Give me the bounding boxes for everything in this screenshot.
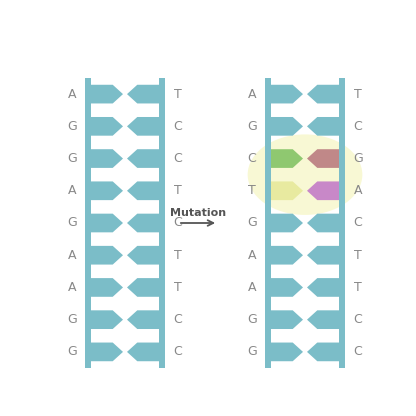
Polygon shape [127, 246, 159, 265]
Polygon shape [271, 342, 303, 361]
Text: C: C [173, 313, 182, 326]
Text: T: T [354, 249, 362, 262]
Text: T: T [354, 281, 362, 294]
Text: Mutation: Mutation [170, 208, 226, 218]
Bar [265, 78, 271, 368]
Text: C: C [354, 345, 362, 359]
Text: A: A [248, 88, 256, 101]
Polygon shape [271, 85, 303, 104]
Bar [85, 78, 91, 368]
Text: G: G [67, 152, 77, 165]
Polygon shape [271, 117, 303, 136]
Polygon shape [307, 310, 339, 329]
Text: A: A [68, 281, 76, 294]
Text: C: C [173, 152, 182, 165]
Text: T: T [174, 184, 182, 197]
Text: C: C [173, 120, 182, 133]
Text: C: C [173, 216, 182, 230]
Polygon shape [127, 278, 159, 297]
Ellipse shape [248, 134, 362, 215]
Text: C: C [354, 313, 362, 326]
Text: C: C [248, 152, 256, 165]
Text: T: T [174, 249, 182, 262]
Polygon shape [127, 85, 159, 104]
Polygon shape [271, 214, 303, 233]
Text: A: A [354, 184, 362, 197]
Polygon shape [127, 214, 159, 233]
Text: G: G [353, 152, 363, 165]
Text: G: G [247, 216, 257, 230]
Polygon shape [91, 214, 123, 233]
Polygon shape [271, 246, 303, 265]
Text: T: T [248, 184, 256, 197]
Polygon shape [307, 85, 339, 104]
Polygon shape [91, 246, 123, 265]
Text: G: G [247, 120, 257, 133]
Text: G: G [67, 313, 77, 326]
Polygon shape [127, 342, 159, 361]
Bar [339, 78, 345, 368]
Polygon shape [271, 278, 303, 297]
Polygon shape [271, 149, 303, 168]
Polygon shape [127, 181, 159, 200]
Text: C: C [354, 120, 362, 133]
Polygon shape [91, 342, 123, 361]
Polygon shape [91, 310, 123, 329]
Polygon shape [307, 149, 339, 168]
Text: G: G [67, 345, 77, 359]
Polygon shape [307, 342, 339, 361]
Polygon shape [307, 246, 339, 265]
Text: A: A [68, 184, 76, 197]
Bar [159, 78, 165, 368]
Polygon shape [91, 85, 123, 104]
Text: A: A [68, 88, 76, 101]
Text: A: A [248, 281, 256, 294]
Polygon shape [127, 310, 159, 329]
Text: T: T [174, 88, 182, 101]
Polygon shape [127, 149, 159, 168]
Polygon shape [127, 117, 159, 136]
Polygon shape [91, 117, 123, 136]
Polygon shape [307, 214, 339, 233]
Polygon shape [91, 181, 123, 200]
Text: C: C [354, 216, 362, 230]
Text: C: C [173, 345, 182, 359]
Polygon shape [307, 117, 339, 136]
Text: G: G [247, 345, 257, 359]
Polygon shape [307, 181, 339, 200]
Text: G: G [67, 120, 77, 133]
Text: G: G [247, 313, 257, 326]
Text: T: T [174, 281, 182, 294]
Polygon shape [271, 310, 303, 329]
Polygon shape [271, 181, 303, 200]
Text: G: G [67, 216, 77, 230]
Polygon shape [91, 149, 123, 168]
Text: T: T [354, 88, 362, 101]
Text: A: A [248, 249, 256, 262]
Polygon shape [307, 278, 339, 297]
Polygon shape [91, 278, 123, 297]
Text: A: A [68, 249, 76, 262]
